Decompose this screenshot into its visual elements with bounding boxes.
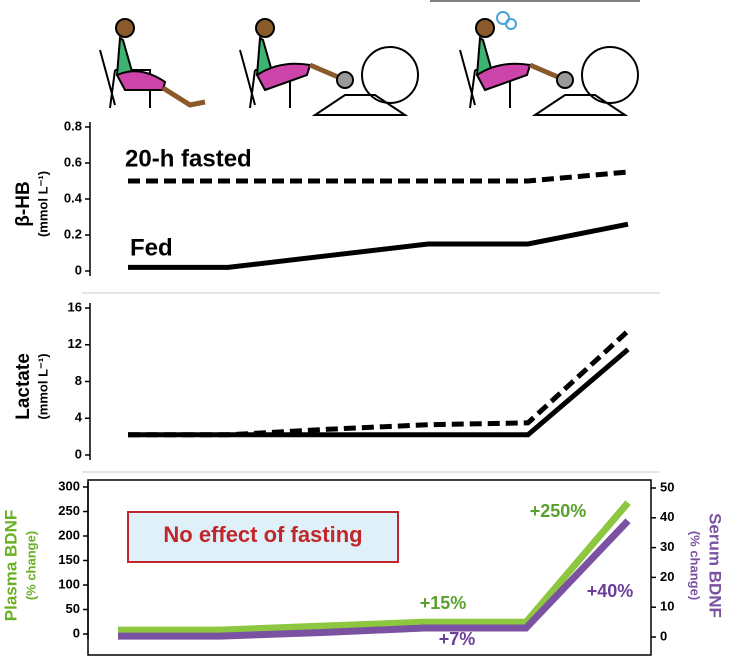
y-tick-label: 150 [58, 552, 80, 567]
series-label: 20-h fasted [125, 145, 252, 172]
data-line [128, 221, 629, 270]
y-tick-label: 4 [75, 410, 83, 425]
y-tick-label: 16 [68, 299, 82, 314]
y2-tick-label: 20 [660, 569, 674, 584]
y-axis-units: (mmol L⁻¹) [35, 171, 50, 237]
y-tick-label: 8 [75, 373, 82, 388]
y-tick-label: 0.8 [64, 118, 82, 133]
data-line [128, 169, 629, 184]
y-tick-label: 50 [66, 601, 80, 616]
annotation: No effect of fasting [163, 522, 362, 547]
annotation: +250% [530, 501, 587, 521]
y2-tick-label: 50 [660, 479, 674, 494]
y-tick-label: 300 [58, 478, 80, 493]
y-tick-label: 0 [75, 262, 82, 277]
y-tick-label: 0.6 [64, 154, 82, 169]
data-line [118, 518, 631, 640]
y2-tick-label: 10 [660, 599, 674, 614]
y-tick-label: 0 [75, 446, 82, 461]
annotation: +40% [587, 581, 634, 601]
series-label: Fed [130, 234, 173, 261]
y-tick-label: 200 [58, 527, 80, 542]
y-tick-label: 0 [73, 625, 80, 640]
data-line [128, 347, 630, 438]
y2-axis-label: Serum BDNF [706, 513, 725, 618]
y-tick-label: 250 [58, 503, 80, 518]
y2-axis-units: (% change) [688, 531, 703, 600]
annotation: +15% [420, 593, 467, 613]
y2-tick-label: 0 [660, 628, 667, 643]
y-axis-units: (% change) [23, 531, 38, 600]
y-axis-label: β-HB [13, 181, 34, 226]
y2-tick-label: 40 [660, 509, 674, 524]
illustration [99, 0, 640, 116]
data-line [118, 500, 631, 634]
y-tick-label: 12 [68, 336, 82, 351]
annotation-box [127, 511, 399, 563]
annotation: +7% [439, 629, 476, 649]
y-tick-label: 0.4 [64, 190, 83, 205]
y-tick-label: 100 [58, 576, 80, 591]
y-axis-label: Lactate [13, 353, 34, 420]
y-tick-label: 0.2 [64, 226, 82, 241]
y-axis-label: Plasma BDNF [1, 510, 20, 621]
y-axis-units: (mmol L⁻¹) [35, 353, 50, 419]
y2-tick-label: 30 [660, 539, 674, 554]
data-line [128, 329, 630, 438]
